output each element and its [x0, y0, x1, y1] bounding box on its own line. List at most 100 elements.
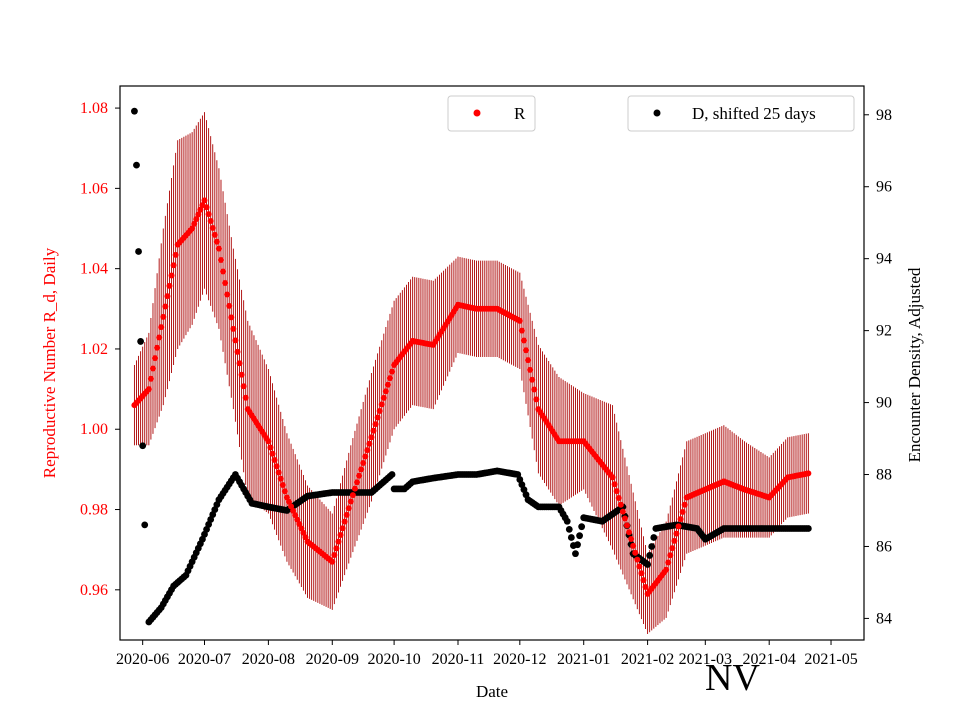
- r-point: [609, 474, 616, 481]
- r-point: [376, 407, 383, 414]
- r-point: [516, 317, 523, 324]
- x-tick-label: 2021-01: [557, 651, 610, 668]
- legend-r-label: R: [514, 104, 526, 123]
- r-error-bars: [133, 112, 809, 634]
- r-point: [630, 542, 637, 549]
- r-point: [335, 538, 342, 545]
- legend-r: R: [447, 95, 536, 132]
- r-point: [356, 472, 363, 479]
- y-right-tick-label: 96: [876, 179, 892, 196]
- r-point: [611, 481, 618, 488]
- d-point: [644, 561, 652, 568]
- r-point: [168, 272, 175, 279]
- r-point: [805, 470, 812, 477]
- r-point: [339, 525, 346, 532]
- x-tick-label: 2020-09: [306, 651, 359, 668]
- d-point: [804, 525, 812, 532]
- r-point: [642, 583, 649, 590]
- x-tick-label: 2021-02: [621, 651, 674, 668]
- r-point: [156, 334, 163, 341]
- r-point: [673, 530, 680, 537]
- y-left-tick-label: 1.08: [80, 100, 108, 117]
- r-point: [667, 552, 674, 559]
- r-point: [226, 302, 233, 309]
- r-point: [675, 523, 682, 530]
- x-tick-label: 2020-07: [178, 651, 231, 668]
- x-axis-title: Date: [476, 682, 508, 701]
- r-point: [222, 279, 229, 286]
- y-left-tick-label: 1.02: [80, 341, 108, 358]
- r-point: [152, 355, 159, 362]
- r-point: [281, 488, 288, 495]
- r-point: [358, 466, 365, 473]
- r-point: [354, 479, 361, 486]
- r-point: [224, 291, 231, 298]
- r-point: [621, 515, 628, 522]
- r-point: [341, 518, 348, 525]
- y-right-tick-label: 98: [876, 107, 892, 124]
- legend-d-box: [627, 95, 855, 132]
- y-axis-right-title: Encounter Density, Adjusted: [905, 267, 924, 462]
- r-point: [277, 475, 284, 482]
- r-point: [380, 394, 387, 401]
- legend-d: D, shifted 25 days: [627, 95, 855, 132]
- y-right-tick-label: 84: [876, 610, 892, 627]
- legend-r-box: [447, 95, 536, 132]
- r-point: [628, 536, 635, 543]
- d-point: [135, 248, 142, 255]
- plot-frame: [119, 85, 865, 641]
- r-point: [147, 375, 154, 382]
- r-point: [626, 529, 633, 536]
- state-annotation: NV: [705, 657, 760, 699]
- r-point: [360, 459, 367, 466]
- y-axis-right: 84 86 88 90 92 94 96 98: [864, 107, 892, 627]
- r-point: [345, 505, 352, 512]
- r-point: [617, 501, 624, 508]
- r-point: [149, 365, 156, 372]
- d-point: [139, 442, 147, 450]
- x-tick-label: 2020-12: [493, 651, 546, 668]
- r-point: [154, 344, 161, 351]
- d-point: [563, 517, 571, 525]
- r-point: [209, 224, 216, 231]
- r-series: [131, 197, 812, 597]
- r-point: [271, 457, 278, 464]
- y-left-tick-label: 1.04: [80, 261, 108, 278]
- r-point: [275, 469, 282, 476]
- r-point: [265, 438, 272, 445]
- d-point: [648, 543, 656, 550]
- r-point: [386, 375, 393, 382]
- r-point: [203, 204, 210, 211]
- y-left-tick-label: 1.00: [80, 421, 108, 438]
- d-point: [576, 532, 583, 540]
- r-point: [640, 577, 647, 584]
- r-point: [531, 386, 538, 393]
- x-tick-label: 2021-05: [804, 651, 857, 668]
- r-point: [362, 453, 369, 460]
- r-point: [242, 394, 249, 401]
- x-tick-label: 2020-11: [432, 651, 485, 668]
- r-point: [170, 262, 177, 269]
- r-point: [189, 225, 196, 232]
- d-point: [646, 552, 654, 559]
- r-point: [523, 347, 530, 354]
- r-point: [197, 206, 204, 213]
- d-point: [141, 521, 149, 529]
- r-point: [677, 516, 684, 523]
- r-point: [273, 463, 280, 470]
- r-point: [211, 231, 218, 238]
- r-point: [279, 481, 286, 488]
- d-point: [650, 534, 658, 541]
- r-point: [213, 238, 220, 245]
- r-point: [372, 421, 379, 428]
- d-point: [574, 541, 581, 549]
- r-point: [370, 427, 377, 434]
- r-point: [205, 211, 212, 218]
- d-point: [131, 107, 138, 115]
- r-point: [158, 324, 165, 331]
- r-point: [195, 211, 202, 218]
- d-point: [565, 525, 573, 533]
- r-point: [368, 434, 375, 441]
- y-right-tick-label: 92: [876, 323, 892, 340]
- r-point: [389, 368, 396, 375]
